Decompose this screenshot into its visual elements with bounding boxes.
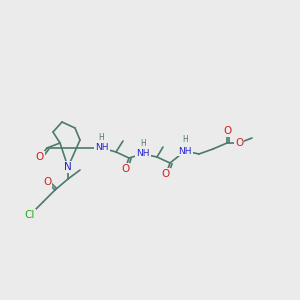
Text: O: O bbox=[162, 169, 170, 179]
Text: NH: NH bbox=[178, 146, 192, 155]
Text: O: O bbox=[36, 152, 44, 162]
Text: N: N bbox=[64, 162, 72, 172]
Text: H: H bbox=[182, 136, 188, 145]
Text: O: O bbox=[223, 126, 231, 136]
Text: NH: NH bbox=[95, 143, 109, 152]
Text: O: O bbox=[43, 177, 51, 187]
Text: NH: NH bbox=[136, 149, 150, 158]
Text: H: H bbox=[140, 139, 146, 148]
Text: H: H bbox=[98, 134, 104, 142]
Text: Cl: Cl bbox=[25, 210, 35, 220]
Text: O: O bbox=[121, 164, 129, 174]
Text: O: O bbox=[235, 138, 243, 148]
